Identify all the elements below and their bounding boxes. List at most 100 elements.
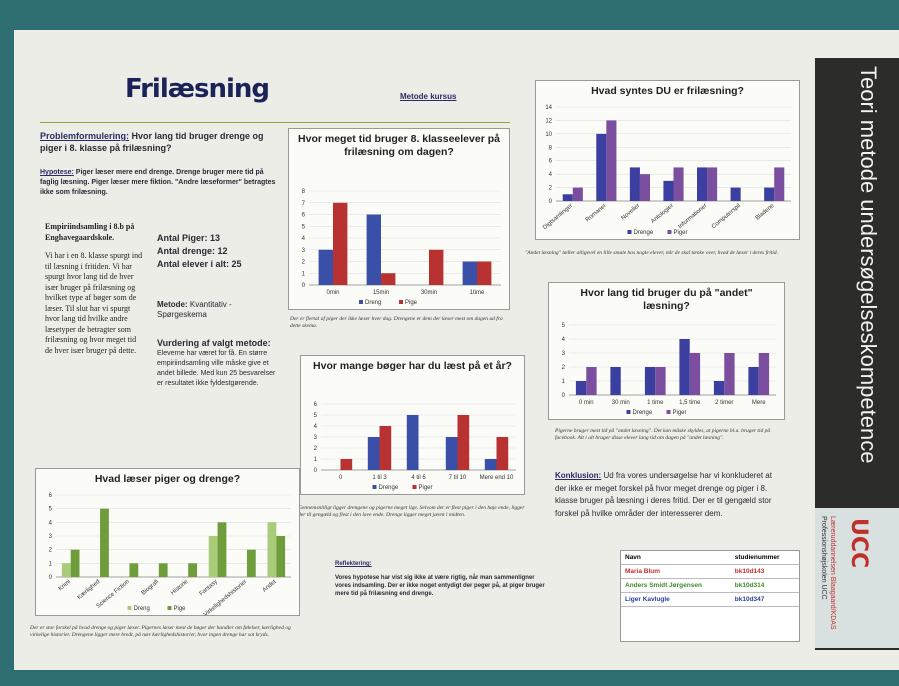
logo-text: Læreruddannelsen Blaagaard/KDAS Professio… [819,516,837,646]
y-tick-label: 4 [49,520,53,526]
bar [276,536,286,577]
bar [606,120,617,201]
name-table: Navn studienummer Maria Blum bk10d143 Ande… [620,550,800,642]
x-tick-label: 1time [470,290,485,296]
x-tick-label: Mere end 10 [480,475,514,481]
bar [697,167,708,201]
bar [572,187,583,201]
line: Professionshøjskolen UCC [820,516,827,600]
y-tick-label: 6 [314,402,318,408]
cell: Anders Smidt Jørgensen [621,578,731,593]
x-tick-label: Noveller [620,203,641,222]
x-tick-label: Biografi [141,579,160,597]
bar [764,187,775,201]
bar [655,367,666,395]
text: Eleverne har været for få. En større emp… [157,350,276,387]
legend-label: Drenge [634,230,654,236]
heading: Empiriindsamling i 8.b på Enghavegaardsk… [45,222,135,242]
bar [724,353,735,395]
counts: Antal Piger: 13 Antal drenge: 12 Antal ele… [157,232,242,271]
x-tick-label: Romaner [585,203,608,223]
y-tick-label: 0 [49,575,53,581]
x-tick-label: Informationer [677,203,708,230]
bar [318,249,333,285]
chart: Hvor meget tid bruger 8. klasseelever på… [288,128,510,310]
rule [40,122,510,123]
bar [217,522,227,577]
x-tick-label: Antologier [650,203,675,225]
bar [267,522,277,577]
legend-label: Dreng [365,300,381,306]
legend-swatch [359,300,363,304]
caption: Gennemsnitligt ligger drengene og pigern… [298,505,525,518]
legend-swatch [626,410,631,414]
method: Metode: Kvantitativ - Spørgeskema [157,300,277,320]
chart-title: Hvad syntes DU er frilæsning? [591,85,744,97]
cell: bk10d143 [730,564,799,579]
bar [679,339,690,395]
bar [689,353,701,395]
y-tick-label: 4 [562,337,566,343]
bar [644,367,656,395]
problem: Problemformulering: Hvor lang tid bruger… [40,130,285,154]
legend-swatch [167,606,172,610]
y-tick-label: 10 [545,132,552,138]
y-tick-label: 6 [49,493,53,499]
bar [340,459,353,470]
count: Antal elever i alt: 25 [157,259,242,269]
y-tick-label: 2 [49,548,53,554]
bar [639,174,650,201]
bar [575,381,587,395]
bar [445,437,458,470]
legend-swatch [412,485,417,489]
x-tick-label: Bladene [755,203,776,222]
plot: 0 1 2 3 4 5 0 min 30 min 1 time 1,5 time 2 timer Me… [562,323,776,416]
label: Reflektering: [335,561,372,567]
chart: Hvad læser piger og drenge? 0 1 2 3 4 5 6 Krimi K… [35,468,300,616]
legend-label: Pige [405,300,418,306]
bar [477,261,492,285]
text: Hvor lang tid bruger drenge og piger i 8… [40,131,264,153]
chart: Hvor mange bøger har du læst på et år? 0 1… [300,355,525,495]
bar [366,214,381,285]
plot: 0 1 2 3 4 5 6 0 1 til 3 4 til 6 7 til 10 Mere end 1… [314,402,516,491]
bar [730,187,741,201]
chart: Hvor lang tid bruger du på "andet" læsni… [548,282,785,420]
x-tick-label: Kærlighed [77,579,102,601]
x-tick-label: 1 til 3 [372,475,387,481]
banner-text: Teori metode undersøgelseskompetence [856,66,881,464]
bar [562,194,573,201]
bar [429,249,444,285]
legend-label: Piger [419,485,433,491]
bar [70,549,80,577]
y-tick-label: 2 [302,260,306,266]
bar [188,563,197,577]
text: Ud fra vores undersøgelse har vi konklud… [555,471,772,518]
legend-swatch [666,410,671,414]
y-tick-label: 8 [302,189,306,195]
bar [246,549,256,577]
line: Læreruddannelsen Blaagaard/KDAS [829,516,836,630]
label: Konklusion: [555,471,602,480]
y-tick-label: 0 [549,199,553,205]
bar [484,459,497,470]
bar [158,563,168,577]
cell: bk10d347 [730,592,799,607]
x-tick-label: Fantasy [199,579,219,597]
x-tick-label: 0 min [579,400,594,406]
bar [100,508,109,577]
bar [610,367,621,395]
label: Vurdering af valgt metode: [157,338,271,348]
bar [713,381,725,395]
y-tick-label: 6 [549,159,553,165]
text: Vores hypotese har vist sig ikke at være… [335,575,545,597]
y-tick-label: 4 [549,172,553,178]
y-tick-label: 1 [562,379,566,385]
bar [748,367,759,395]
bar [673,167,684,201]
bar [379,426,392,470]
x-tick-label: 2 timer [715,400,733,406]
x-tick-label: Krimi [58,579,72,592]
legend-label: Pige [174,606,187,612]
